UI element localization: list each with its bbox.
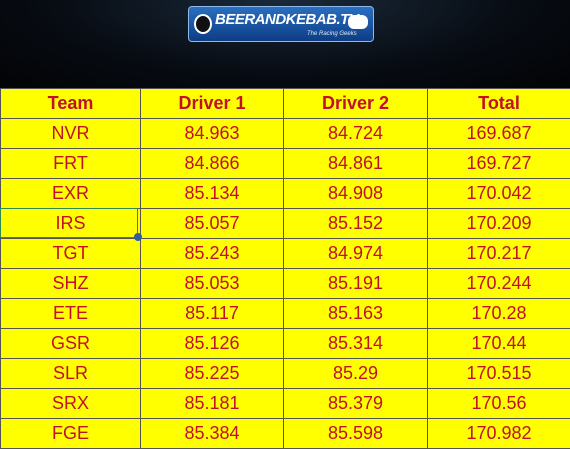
table-cell[interactable]: GSR [0,328,141,359]
table-cell[interactable]: 85.598 [283,418,428,449]
table-row: FGE 85.384 85.598 170.982 [0,418,570,449]
logo-gamepad [348,15,368,29]
table-cell[interactable]: FGE [0,418,141,449]
table-cell[interactable]: 85.379 [283,388,428,419]
table-row: IRS 85.057 85.152 170.209 [0,208,570,239]
logo: BEERANDKEBAB.TV The Racing Geeks [188,6,374,42]
table-cell[interactable]: SRX [0,388,141,419]
table-cell[interactable]: 170.244 [427,268,570,299]
banner: BEERANDKEBAB.TV The Racing Geeks [0,0,570,88]
table-row: TGT 85.243 84.974 170.217 [0,238,570,269]
table-cell[interactable]: NVR [0,118,141,149]
table-cell[interactable]: 170.515 [427,358,570,389]
table-row: EXR 85.134 84.908 170.042 [0,178,570,209]
column-header: Team [0,88,141,119]
table-cell[interactable]: 85.29 [283,358,428,389]
table-cell[interactable]: 170.56 [427,388,570,419]
logo-text: BEERANDKEBAB.TV [215,11,359,28]
table-cell[interactable]: 170.44 [427,328,570,359]
table-cell[interactable]: 84.861 [283,148,428,179]
table-cell[interactable]: 85.181 [140,388,284,419]
fill-handle[interactable] [134,233,142,241]
table-cell[interactable]: 84.866 [140,148,284,179]
table-cell[interactable]: 169.687 [427,118,570,149]
table-cell[interactable]: 170.28 [427,298,570,329]
table-cell[interactable]: 85.191 [283,268,428,299]
results-table: Team Driver 1 Driver 2 Total NVR 84.963 84.72… [0,88,570,449]
table-cell[interactable]: 169.727 [427,148,570,179]
table-cell[interactable]: ETE [0,298,141,329]
table-cell[interactable]: 85.152 [283,208,428,239]
table-body: NVR 84.963 84.724 169.687 FRT 84.866 84.861 169… [0,118,570,449]
table-row: GSR 85.126 85.314 170.44 [0,328,570,359]
table-cell[interactable]: 85.057 [140,208,284,239]
table-cell[interactable]: 85.384 [140,418,284,449]
table-cell[interactable]: 85.134 [140,178,284,209]
table-cell[interactable]: SHZ [0,268,141,299]
table-cell[interactable]: 84.908 [283,178,428,209]
table-row: SHZ 85.053 85.191 170.244 [0,268,570,299]
table-cell[interactable]: 170.042 [427,178,570,209]
header-row: Team Driver 1 Driver 2 Total [0,88,570,119]
table-cell[interactable]: 85.163 [283,298,428,329]
logo-tagline: The Racing Geeks [307,31,357,37]
table-cell[interactable]: 84.724 [283,118,428,149]
table-row: SRX 85.181 85.379 170.56 [0,388,570,419]
table-cell[interactable]: 84.963 [140,118,284,149]
table-cell[interactable]: 85.314 [283,328,428,359]
table-cell[interactable]: 85.126 [140,328,284,359]
column-header: Driver 1 [140,88,284,119]
table-row: SLR 85.225 85.29 170.515 [0,358,570,389]
table-cell[interactable]: FRT [0,148,141,179]
table-cell[interactable]: 85.225 [140,358,284,389]
logo-icon [194,14,212,34]
table-row: FRT 84.866 84.861 169.727 [0,148,570,179]
column-header: Driver 2 [283,88,428,119]
table-cell[interactable]: 85.117 [140,298,284,329]
table-row: ETE 85.117 85.163 170.28 [0,298,570,329]
table-cell[interactable]: 170.217 [427,238,570,269]
table-cell[interactable]: EXR [0,178,141,209]
table-row: NVR 84.963 84.724 169.687 [0,118,570,149]
table-cell[interactable]: TGT [0,238,141,269]
table-cell[interactable]: SLR [0,358,141,389]
table-cell[interactable]: 84.974 [283,238,428,269]
table-cell[interactable]: 170.982 [427,418,570,449]
table-cell[interactable]: 85.053 [140,268,284,299]
column-header: Total [427,88,570,119]
table-cell[interactable]: 170.209 [427,208,570,239]
table-cell[interactable]: 85.243 [140,238,284,269]
table-cell[interactable]: IRS [0,208,141,239]
